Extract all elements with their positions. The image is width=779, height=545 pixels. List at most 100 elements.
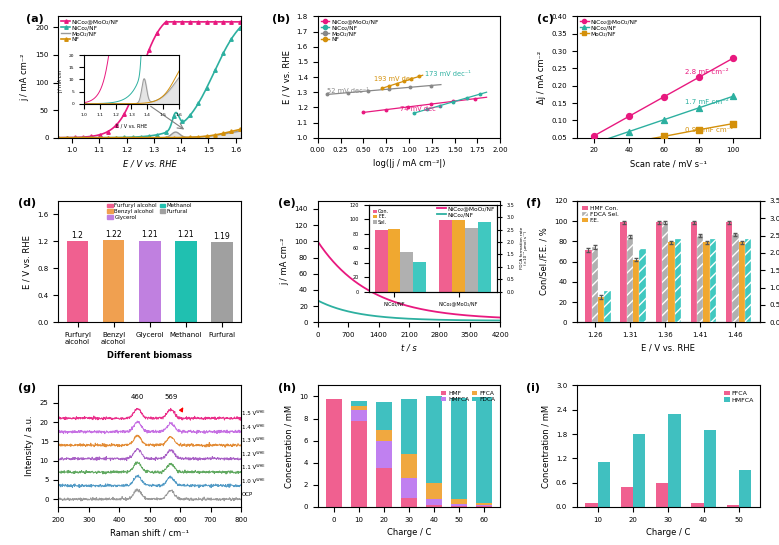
NF [54,135,63,141]
Bar [585,503,597,507]
Text: OCP: OCP [241,492,253,497]
NiCo₂@MoO₂/NF [495,314,505,321]
Text: (a): (a) [26,14,44,24]
NiCo₂/NF [435,317,444,323]
NiCo₂@MoO₂/NF [360,284,369,291]
NiCo₂/NF [313,297,323,304]
Bar [476,503,492,505]
Bar [175,241,196,322]
MoO₂/NF [186,134,196,141]
Bar [351,407,367,410]
Text: 52 mV dec⁻¹: 52 mV dec⁻¹ [327,88,368,94]
Bar [668,243,675,322]
Bar [727,505,738,507]
Point [728,53,740,62]
NiCo₂@MoO₂/NF [54,135,63,141]
Point [693,73,705,82]
NiCo₂@MoO₂/NF [113,120,122,126]
MoO₂/NF [113,135,122,141]
Y-axis label: Concentration / mM: Concentration / mM [284,404,294,488]
Bar [351,421,367,507]
Bar [691,503,703,507]
Bar [703,430,716,507]
Bar [376,429,392,440]
NiCo₂@MoO₂/NF [76,134,85,141]
NiCo₂/NF [186,111,196,117]
Text: 173 mV dec⁻¹: 173 mV dec⁻¹ [425,70,471,76]
Bar [351,401,367,407]
Bar [633,434,645,507]
Text: (e): (e) [277,198,295,209]
Point [588,139,601,148]
NF [76,135,85,141]
Legend: NiCo₂@MoO₂/NF, NiCo₂/NF: NiCo₂@MoO₂/NF, NiCo₂/NF [435,204,497,220]
Bar [476,506,492,507]
NF [168,135,178,141]
Bar [426,505,442,507]
Bar [697,235,703,322]
NF [113,135,122,141]
Text: (c): (c) [537,14,554,24]
Line: NiCo₂@MoO₂/NF: NiCo₂@MoO₂/NF [318,241,500,318]
NiCo₂/NF [54,135,63,141]
Bar [139,241,160,322]
Bar [640,250,646,322]
Bar [726,222,732,322]
NF [185,134,195,141]
Bar [710,239,716,322]
NiCo₂/NF [396,315,405,322]
Point [623,112,636,120]
Text: 1.5 Vᵂᴴᴱ: 1.5 Vᵂᴴᴱ [241,411,264,416]
Bar [605,291,611,322]
Y-axis label: E / V vs. RHE: E / V vs. RHE [282,50,291,104]
Line: NiCo₂@MoO₂/NF: NiCo₂@MoO₂/NF [57,20,243,140]
Point [693,125,705,134]
Text: 1.21: 1.21 [142,231,158,239]
Text: 1.21: 1.21 [178,231,194,239]
Bar [426,499,442,505]
Y-axis label: E / V vs. RHE: E / V vs. RHE [23,235,32,288]
Text: 1.1 Vᵂᴴᴱ: 1.1 Vᵂᴴᴱ [241,465,264,470]
Bar [414,262,426,292]
X-axis label: Charge / C: Charge / C [387,528,431,537]
Bar [478,222,491,292]
NiCo₂@MoO₂/NF [186,19,196,25]
Bar [376,440,392,468]
Bar [451,504,467,506]
Text: 1.7 mF cm⁻²: 1.7 mF cm⁻² [685,99,728,105]
NiCo₂@MoO₂/NF [126,97,136,104]
Bar [451,506,467,507]
Point [623,138,636,147]
Bar [401,399,417,454]
Text: (g): (g) [18,383,37,393]
Bar [426,482,442,499]
NiCo₂@MoO₂/NF [187,19,196,25]
Y-axis label: Con/Sel./F.E. / %: Con/Sel./F.E. / % [539,228,548,295]
NiCo₂@MoO₂/NF [169,19,178,25]
Text: 1.19: 1.19 [213,232,231,241]
NiCo₂@MoO₂/NF [396,300,405,307]
Text: 1.2: 1.2 [72,231,83,240]
Legend: NiCo₂@MoO₂/NF, NiCo₂/NF, MoO₂/NF, NF: NiCo₂@MoO₂/NF, NiCo₂/NF, MoO₂/NF, NF [62,19,119,42]
NiCo₂@MoO₂/NF [236,19,245,25]
Legend: NiCo₂@MoO₂/NF, NiCo₂/NF, MoO₂/NF, NF: NiCo₂@MoO₂/NF, NiCo₂/NF, MoO₂/NF, NF [321,19,379,42]
Y-axis label: Intensity / a.u.: Intensity / a.u. [25,416,34,476]
Bar [591,247,598,322]
Bar [351,410,367,421]
Point [588,131,601,140]
NiCo₂@MoO₂/NF [313,238,323,245]
Text: (i): (i) [526,383,540,393]
Bar [451,499,467,504]
Text: 1.3 Vᵂᴴᴱ: 1.3 Vᵂᴴᴱ [241,438,264,443]
Bar [703,243,710,322]
MoO₂/NF [185,134,195,141]
Line: NiCo₂/NF: NiCo₂/NF [318,300,500,320]
Bar [401,478,417,498]
NF [186,134,196,141]
NF [126,135,136,141]
Point [657,116,670,124]
NiCo₂/NF [185,112,195,118]
Bar [597,462,610,507]
Bar [67,241,88,322]
Bar [476,505,492,506]
